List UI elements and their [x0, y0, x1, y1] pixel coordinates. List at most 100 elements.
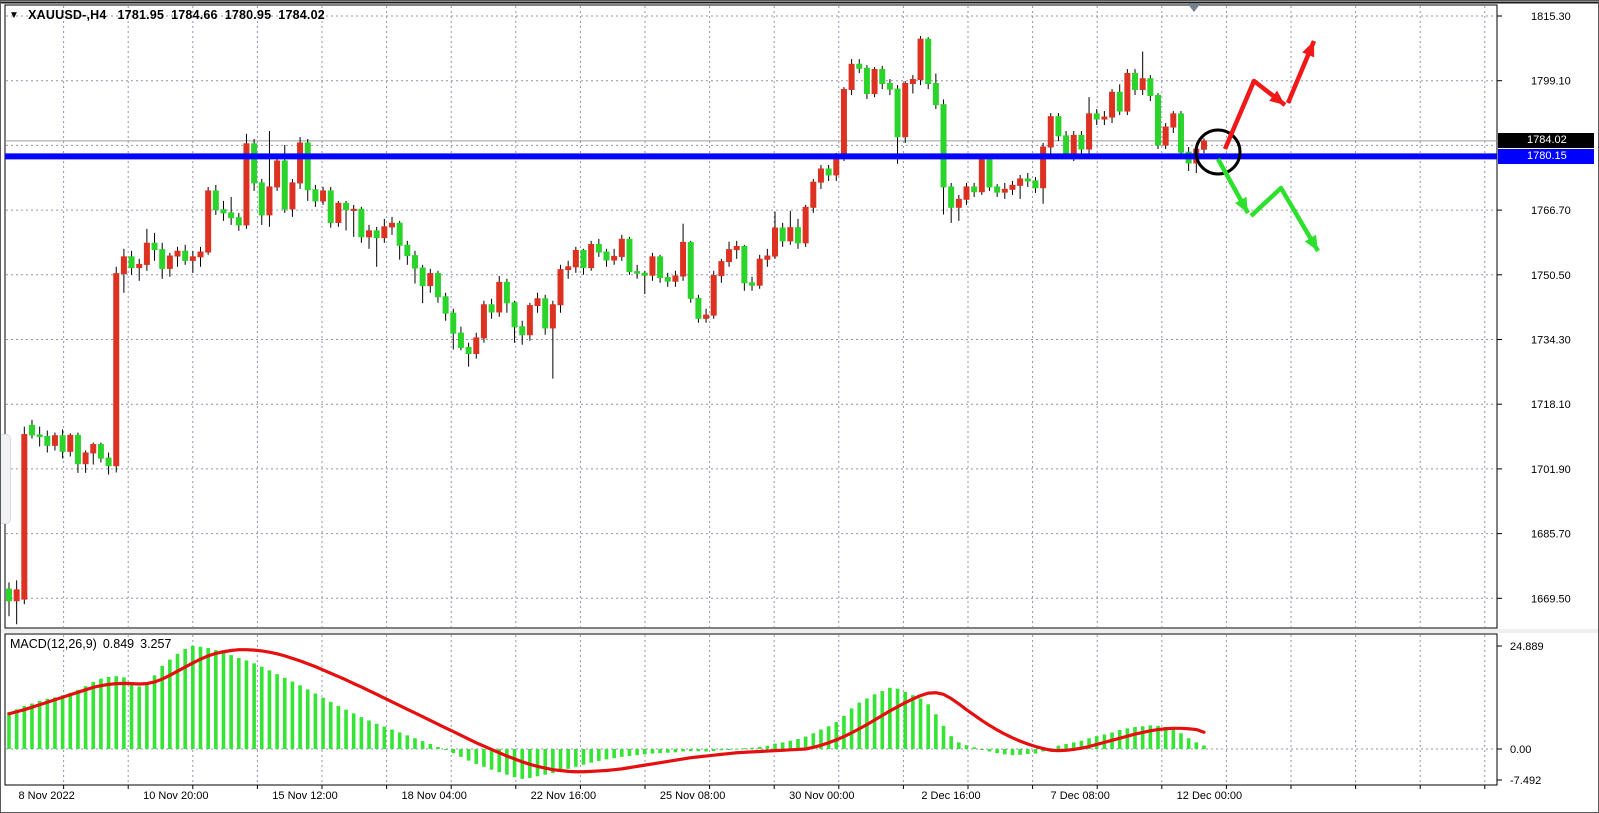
annotations-layer[interactable] [1194, 40, 1320, 253]
candle [320, 190, 327, 202]
macd-bar [420, 741, 425, 749]
bearish-scenario-arrow[interactable] [1249, 185, 1320, 253]
macd-bar [1079, 740, 1084, 749]
candle [51, 435, 58, 446]
candle [1155, 94, 1161, 146]
candle [151, 242, 158, 251]
candle [182, 250, 189, 261]
candle [343, 202, 350, 211]
candle [105, 457, 112, 467]
candle [840, 88, 847, 157]
left-edge-widget[interactable] [1, 434, 11, 524]
candle [1093, 113, 1100, 120]
candle [97, 444, 104, 459]
candle [664, 277, 671, 282]
panel-splitter[interactable] [1, 629, 1599, 633]
macd-bar [436, 746, 440, 749]
macd-bar [76, 689, 80, 749]
macd-bar [229, 655, 233, 749]
macd-bar [367, 720, 371, 749]
candle [580, 249, 587, 269]
candle [327, 190, 334, 223]
candle [1001, 188, 1008, 193]
macd-bar [581, 749, 586, 765]
candle [603, 251, 610, 261]
candle [74, 434, 81, 465]
candle [373, 230, 380, 239]
macd-bar [191, 646, 195, 749]
macd-bar [803, 736, 808, 749]
macd-bar [826, 726, 831, 749]
candle [886, 82, 893, 90]
macd-bar [374, 723, 379, 749]
macd-bar [428, 744, 433, 749]
macd-main-value: 0.849 [102, 637, 135, 651]
macd-bar [1171, 729, 1176, 749]
candle [143, 242, 150, 265]
macd-bar [957, 742, 961, 749]
macd-bar [214, 650, 218, 749]
candle [595, 243, 602, 253]
highlight-circle[interactable] [1194, 128, 1242, 176]
candle [641, 272, 648, 276]
candle [909, 79, 916, 84]
price-axis-label: 1718.10 [1531, 399, 1571, 411]
symbol-timeframe-label: XAUUSD-,H4 [28, 8, 107, 22]
macd-bar [857, 702, 862, 749]
candle [994, 186, 1001, 193]
candle [205, 190, 212, 253]
macd-bar [750, 747, 754, 749]
candle [1109, 91, 1116, 118]
candle [235, 217, 242, 226]
candle [1047, 116, 1054, 148]
candle [848, 63, 855, 90]
candle [1009, 184, 1016, 190]
candle [266, 186, 273, 216]
candle [749, 282, 756, 286]
candle [411, 255, 418, 269]
candle [611, 255, 618, 261]
candle [67, 434, 74, 452]
candle [197, 251, 204, 258]
macd-bar [129, 683, 134, 749]
candle [588, 243, 595, 269]
macd-indicator-label: MACD(12,26,9) 0.849 3.257 [10, 637, 171, 651]
candle [1116, 91, 1123, 112]
macd-bar [880, 691, 885, 749]
candle [274, 160, 281, 188]
macd-bar [53, 697, 57, 749]
macd-bar [466, 749, 471, 761]
candle [243, 143, 250, 226]
macd-bar [206, 648, 210, 749]
macd-bar [99, 678, 103, 749]
macd-bar [665, 749, 670, 753]
macd-bar [566, 749, 570, 769]
candle [496, 281, 503, 313]
candle [465, 346, 472, 354]
macd-bar [1125, 728, 1130, 749]
macd-bar [390, 729, 394, 749]
symbol-dropdown-icon[interactable]: ▼ [9, 9, 20, 21]
macd-bar [1156, 725, 1160, 749]
macd-bar [497, 749, 502, 773]
candle [281, 160, 288, 210]
candle [44, 436, 51, 446]
macd-bar [597, 749, 601, 762]
candle [59, 435, 66, 452]
macd-bar [290, 681, 295, 749]
candle [925, 38, 932, 84]
macd-bar [106, 676, 111, 749]
candle [457, 332, 464, 348]
candle [473, 337, 480, 354]
macd-bar [543, 749, 547, 775]
chart-shift-marker-icon[interactable] [1187, 3, 1201, 12]
high-value: 1784.66 [171, 8, 218, 22]
candle [36, 434, 43, 438]
candle [404, 244, 411, 257]
macd-signal-line [7, 648, 1206, 774]
plot-frames [1, 1, 1599, 786]
macd-bar [773, 743, 777, 749]
candle [304, 142, 311, 191]
